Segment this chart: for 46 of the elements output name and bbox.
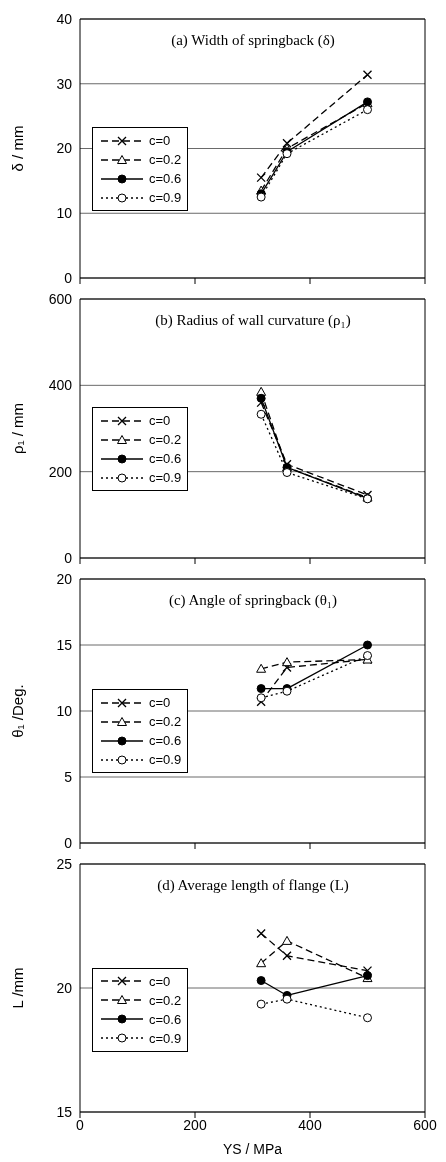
legend-label: c=0.2	[149, 432, 182, 448]
y-tick-label: 0	[64, 269, 73, 286]
legend-label: c=0	[149, 413, 171, 429]
y-tick-label: 10	[56, 702, 73, 719]
legend-label: c=0	[149, 133, 171, 149]
x-axis-title: YS / MPa	[222, 1141, 283, 1157]
x-tick-label: 400	[298, 1116, 322, 1133]
y-tick-label: 600	[48, 290, 73, 307]
legend-label: c=0.6	[149, 451, 182, 467]
x-tick-label: 200	[183, 1116, 207, 1133]
y-tick-label: 40	[56, 10, 73, 27]
legend-label: c=0	[149, 695, 171, 711]
text: (b) Radius of wall curvature (ρ₁)	[154, 312, 352, 329]
y-tick-label: 20	[56, 570, 73, 587]
text: (d) Average length of flange (L)	[156, 877, 350, 894]
y-tick-label: 10	[56, 205, 73, 222]
legend-label: c=0.9	[149, 470, 182, 486]
y-tick-label: 20	[56, 979, 73, 996]
legend-label: c=0	[149, 973, 171, 989]
legend-label: c=0.9	[149, 190, 182, 206]
legend-label: c=0.2	[149, 992, 182, 1008]
legend-label: c=0.6	[149, 733, 182, 749]
y-axis-title: L /mm	[9, 967, 27, 1009]
text: (c) Angle of springback (θ₁)	[167, 592, 339, 609]
y-tick-label: 20	[56, 140, 73, 157]
legend-label: c=0.9	[149, 752, 182, 768]
x-tick-label: 600	[413, 1116, 437, 1133]
legend-label: c=0.2	[149, 152, 182, 168]
text: (a) Width of springback (δ)	[170, 32, 336, 49]
legend-label: c=0.9	[149, 1030, 182, 1046]
y-axis-title: ρ₁ / mm	[9, 402, 27, 455]
y-axis-title: θ₁ /Deg.	[9, 684, 27, 738]
y-tick-label: 15	[56, 636, 73, 653]
y-tick-label: 5	[64, 768, 73, 785]
y-tick-label: 400	[48, 377, 73, 394]
legend-label: c=0.6	[149, 171, 182, 187]
y-tick-label: 30	[56, 75, 73, 92]
y-tick-label: 15	[56, 1103, 73, 1120]
y-tick-label: 200	[48, 463, 73, 480]
x-tick-label: 0	[76, 1116, 85, 1133]
y-tick-label: 25	[56, 855, 73, 872]
y-axis-title: δ / mm	[9, 125, 27, 172]
legend-label: c=0.2	[149, 714, 182, 730]
y-tick-label: 0	[64, 834, 73, 851]
y-tick-label: 0	[64, 549, 73, 566]
legend-label: c=0.6	[149, 1011, 182, 1027]
